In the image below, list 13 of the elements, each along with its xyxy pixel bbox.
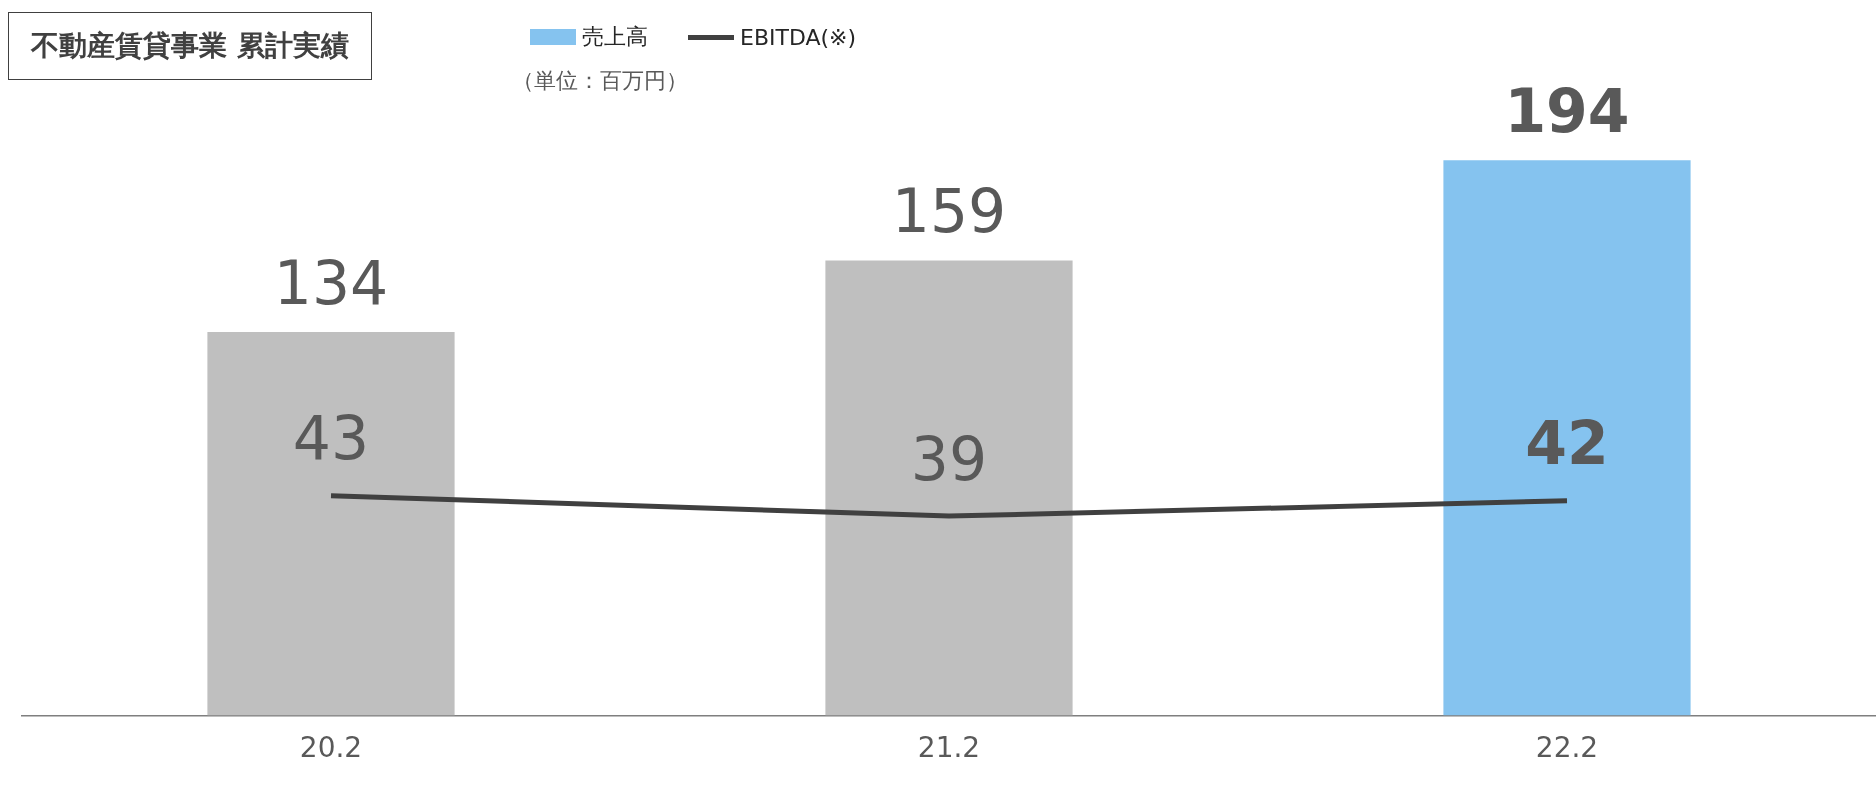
legend-label: 売上高	[582, 23, 648, 51]
x-tick-label: 20.2	[299, 731, 363, 765]
data-label: 134	[273, 247, 389, 318]
x-tick-label: 22.2	[1535, 731, 1599, 765]
data-label: 42	[1525, 408, 1609, 479]
legend-label: EBITDA(※)	[740, 24, 857, 50]
data-label: 159	[891, 176, 1007, 246]
data-label: 43	[292, 403, 370, 474]
x-tick-label: 21.2	[917, 731, 981, 765]
text: （単位：百万円）	[512, 67, 688, 95]
data-label: 194	[1504, 75, 1630, 146]
data-label: 39	[910, 423, 988, 494]
chart-title: 不動産賃貸事業 累計実績	[8, 12, 372, 80]
